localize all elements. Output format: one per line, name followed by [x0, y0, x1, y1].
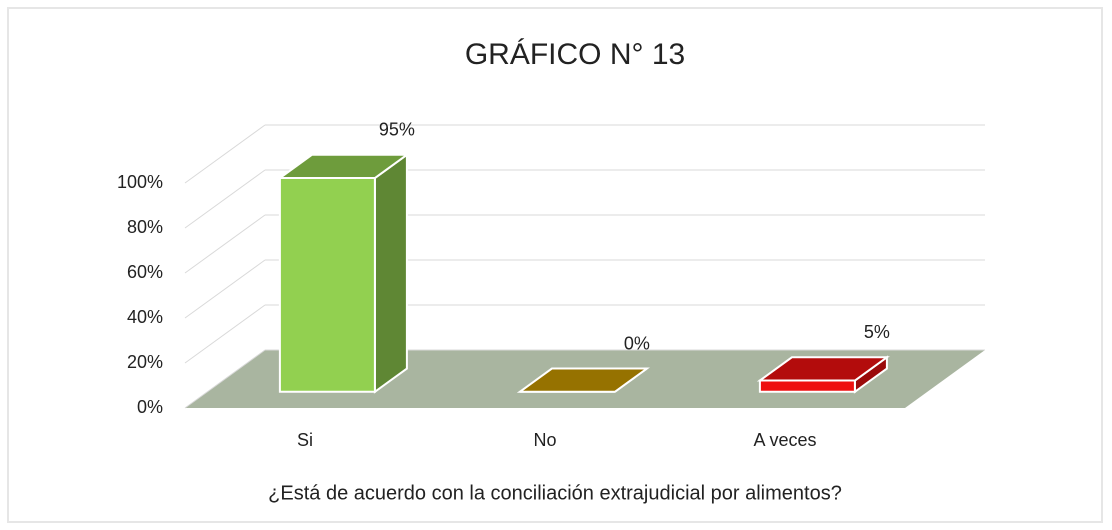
y-tick-label: 20% — [127, 352, 163, 372]
bar-side — [373, 152, 408, 394]
y-tick-label: 40% — [127, 307, 163, 327]
grid-line — [184, 349, 266, 409]
bar-top — [276, 153, 410, 180]
bar-front — [278, 177, 376, 393]
grid-line — [184, 214, 266, 274]
x-tick-label: No — [533, 430, 556, 450]
bar-top — [756, 356, 890, 382]
data-label: 95% — [379, 120, 415, 140]
y-tick-label: 0% — [137, 397, 163, 417]
grid-line — [184, 169, 266, 229]
y-tick-label: 60% — [127, 262, 163, 282]
y-tick-label: 80% — [127, 217, 163, 237]
grid-line — [184, 304, 266, 364]
data-label: 0% — [624, 333, 650, 353]
chart-title: GRÁFICO N° 13 — [465, 38, 685, 71]
data-label: 5% — [864, 322, 890, 342]
x-axis-title: ¿Está de acuerdo con la conciliación ext… — [268, 482, 842, 504]
x-tick-label: Si — [297, 430, 313, 450]
x-tick-label: A veces — [753, 430, 816, 450]
bar-front — [758, 379, 856, 393]
grid-line — [184, 124, 266, 184]
chart-frame — [7, 7, 1103, 523]
y-tick-label: 100% — [117, 172, 163, 192]
grid-line — [184, 259, 266, 319]
bar-top — [516, 367, 650, 393]
